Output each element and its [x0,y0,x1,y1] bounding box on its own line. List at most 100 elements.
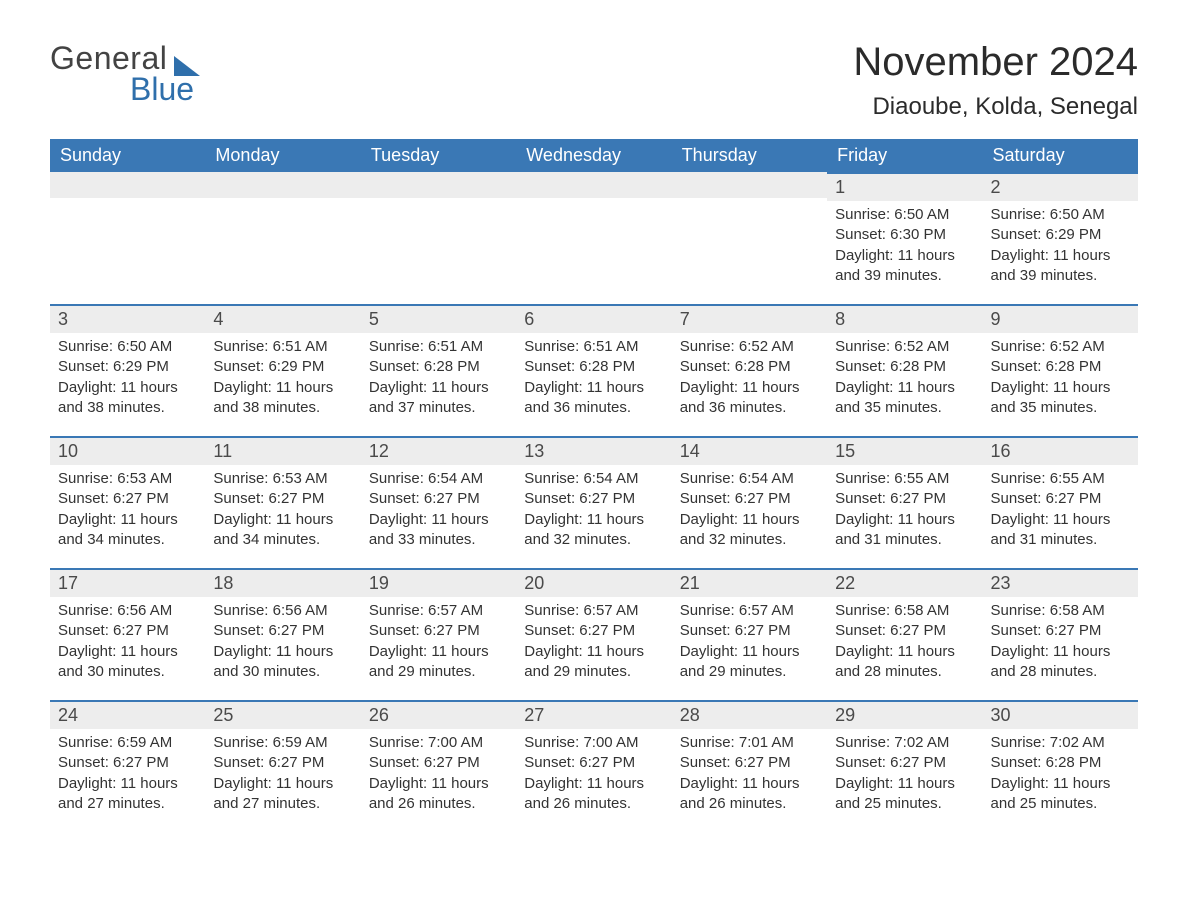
sunset-text: Sunset: 6:27 PM [58,489,197,509]
daylight-text: Daylight: 11 hours and 35 minutes. [835,378,974,419]
sunset-text: Sunset: 6:27 PM [369,753,508,773]
day-number: 3 [50,304,205,333]
sunrise-text: Sunrise: 6:56 AM [213,601,352,621]
calendar-cell: 12Sunrise: 6:54 AMSunset: 6:27 PMDayligh… [361,436,516,568]
calendar-cell [672,172,827,304]
calendar-cell: 20Sunrise: 6:57 AMSunset: 6:27 PMDayligh… [516,568,671,700]
daylight-text: Daylight: 11 hours and 32 minutes. [680,510,819,551]
daylight-text: Daylight: 11 hours and 34 minutes. [213,510,352,551]
day-number: 13 [516,436,671,465]
day-number: 18 [205,568,360,597]
daylight-text: Daylight: 11 hours and 29 minutes. [680,642,819,683]
day-number: 10 [50,436,205,465]
calendar-cell: 1Sunrise: 6:50 AMSunset: 6:30 PMDaylight… [827,172,982,304]
calendar-week-row: 10Sunrise: 6:53 AMSunset: 6:27 PMDayligh… [50,436,1138,568]
day-number: 6 [516,304,671,333]
weekday-header: Friday [827,139,982,172]
sunrise-text: Sunrise: 6:52 AM [991,337,1130,357]
sunset-text: Sunset: 6:28 PM [369,357,508,377]
calendar-cell: 27Sunrise: 7:00 AMSunset: 6:27 PMDayligh… [516,700,671,832]
sunrise-text: Sunrise: 6:57 AM [680,601,819,621]
day-number: 9 [983,304,1138,333]
logo-text-blue: Blue [130,71,200,108]
sunrise-text: Sunrise: 6:53 AM [213,469,352,489]
calendar-cell: 13 Sunrise: 6:54 AMSunset: 6:27 PMDayligh… [516,436,671,568]
weekday-header: Monday [205,139,360,172]
calendar-cell: 24Sunrise: 6:59 AMSunset: 6:27 PMDayligh… [50,700,205,832]
daylight-text: Daylight: 11 hours and 28 minutes. [991,642,1130,683]
daylight-text: Daylight: 11 hours and 25 minutes. [835,774,974,815]
sunset-text: Sunset: 6:27 PM [58,621,197,641]
daylight-text: Daylight: 11 hours and 25 minutes. [991,774,1130,815]
day-body: Sunrise: 6:59 AMSunset: 6:27 PMDaylight:… [205,729,360,820]
day-number: 1 [827,172,982,201]
daylight-text: Daylight: 11 hours and 31 minutes. [991,510,1130,551]
sunset-text: Sunset: 6:27 PM [524,621,663,641]
sunset-text: Sunset: 6:27 PM [213,489,352,509]
calendar-cell: 2Sunrise: 6:50 AMSunset: 6:29 PMDaylight… [983,172,1138,304]
day-body: Sunrise: 6:53 AMSunset: 6:27 PMDaylight:… [50,465,205,556]
sunset-text: Sunset: 6:29 PM [58,357,197,377]
day-body: Sunrise: 6:57 AMSunset: 6:27 PMDaylight:… [516,597,671,688]
calendar-cell [205,172,360,304]
calendar-cell: 5Sunrise: 6:51 AMSunset: 6:28 PMDaylight… [361,304,516,436]
empty-day-head [672,172,827,198]
sunset-text: Sunset: 6:27 PM [213,753,352,773]
daylight-text: Daylight: 11 hours and 36 minutes. [680,378,819,419]
calendar-cell: 14Sunrise: 6:54 AMSunset: 6:27 PMDayligh… [672,436,827,568]
sunrise-text: Sunrise: 6:59 AM [58,733,197,753]
day-number: 17 [50,568,205,597]
daylight-text: Daylight: 11 hours and 36 minutes. [524,378,663,419]
sunset-text: Sunset: 6:29 PM [213,357,352,377]
day-body: Sunrise: 6:55 AMSunset: 6:27 PMDaylight:… [827,465,982,556]
sunrise-text: Sunrise: 6:58 AM [835,601,974,621]
daylight-text: Daylight: 11 hours and 31 minutes. [835,510,974,551]
title-block: November 2024 Diaoube, Kolda, Senegal [853,40,1138,121]
calendar-cell [50,172,205,304]
calendar-head: SundayMondayTuesdayWednesdayThursdayFrid… [50,139,1138,172]
day-number: 2 [983,172,1138,201]
sunrise-text: Sunrise: 7:00 AM [524,733,663,753]
day-number: 23 [983,568,1138,597]
sunrise-text: Sunrise: 7:02 AM [991,733,1130,753]
daylight-text: Daylight: 11 hours and 30 minutes. [213,642,352,683]
calendar-week-row: 17Sunrise: 6:56 AMSunset: 6:27 PMDayligh… [50,568,1138,700]
calendar-week-row: 3Sunrise: 6:50 AMSunset: 6:29 PMDaylight… [50,304,1138,436]
calendar-cell: 28Sunrise: 7:01 AMSunset: 6:27 PMDayligh… [672,700,827,832]
day-body: Sunrise: 7:02 AMSunset: 6:28 PMDaylight:… [983,729,1138,820]
day-body: Sunrise: 7:02 AMSunset: 6:27 PMDaylight:… [827,729,982,820]
sunset-text: Sunset: 6:28 PM [524,357,663,377]
calendar-cell: 3Sunrise: 6:50 AMSunset: 6:29 PMDaylight… [50,304,205,436]
sunrise-text: Sunrise: 6:57 AM [524,601,663,621]
sunset-text: Sunset: 6:27 PM [835,753,974,773]
daylight-text: Daylight: 11 hours and 30 minutes. [58,642,197,683]
calendar-cell: 6Sunrise: 6:51 AMSunset: 6:28 PMDaylight… [516,304,671,436]
day-body: Sunrise: 6:58 AMSunset: 6:27 PMDaylight:… [827,597,982,688]
sunset-text: Sunset: 6:30 PM [835,225,974,245]
daylight-text: Daylight: 11 hours and 33 minutes. [369,510,508,551]
sunset-text: Sunset: 6:27 PM [524,489,663,509]
header: General Blue November 2024 Diaoube, Kold… [50,40,1138,121]
day-body: Sunrise: 6:53 AMSunset: 6:27 PMDaylight:… [205,465,360,556]
sunset-text: Sunset: 6:27 PM [369,621,508,641]
day-body: Sunrise: 6:50 AMSunset: 6:29 PMDaylight:… [983,201,1138,292]
daylight-text: Daylight: 11 hours and 37 minutes. [369,378,508,419]
day-number: 25 [205,700,360,729]
calendar-cell: 26Sunrise: 7:00 AMSunset: 6:27 PMDayligh… [361,700,516,832]
day-number: 12 [361,436,516,465]
calendar-cell: 8Sunrise: 6:52 AMSunset: 6:28 PMDaylight… [827,304,982,436]
daylight-text: Daylight: 11 hours and 26 minutes. [524,774,663,815]
sunrise-text: Sunrise: 6:50 AM [58,337,197,357]
sunrise-text: Sunrise: 6:52 AM [680,337,819,357]
calendar-cell: 9Sunrise: 6:52 AMSunset: 6:28 PMDaylight… [983,304,1138,436]
calendar-cell: 30Sunrise: 7:02 AMSunset: 6:28 PMDayligh… [983,700,1138,832]
sunrise-text: Sunrise: 6:54 AM [524,469,663,489]
calendar-cell: 7Sunrise: 6:52 AMSunset: 6:28 PMDaylight… [672,304,827,436]
sunrise-text: Sunrise: 6:54 AM [680,469,819,489]
daylight-text: Daylight: 11 hours and 32 minutes. [524,510,663,551]
day-body: Sunrise: 6:52 AMSunset: 6:28 PMDaylight:… [827,333,982,424]
sunset-text: Sunset: 6:28 PM [991,753,1130,773]
sunrise-text: Sunrise: 6:55 AM [835,469,974,489]
calendar-cell: 16Sunrise: 6:55 AMSunset: 6:27 PMDayligh… [983,436,1138,568]
daylight-text: Daylight: 11 hours and 28 minutes. [835,642,974,683]
